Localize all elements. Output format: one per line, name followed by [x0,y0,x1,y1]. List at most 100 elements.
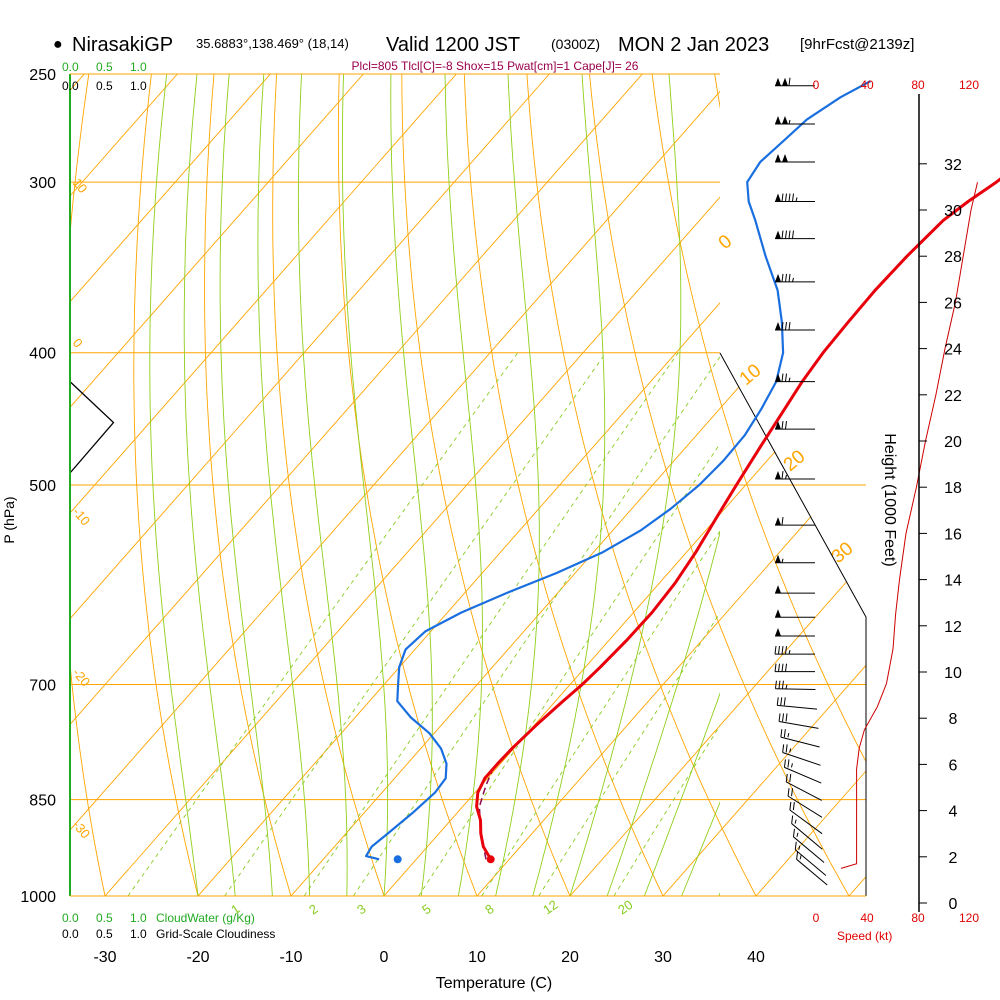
wind-barb [774,680,816,690]
dry-adiabat-line [272,74,385,896]
wind-barb-pennant [775,373,781,382]
wind-barb-feather [788,273,791,282]
station-name: NirasakiGP [72,34,173,56]
cloudiness-tick-top: 1.0 [130,79,147,93]
wind-barb-feather [781,421,784,430]
cloudiness-profile [69,381,115,474]
y-axis-title: P (hPa) [1,496,17,543]
plot-boundary [719,352,867,896]
surface-dewpoint-marker [393,855,402,864]
wind-barb [787,788,823,818]
wind-barb-feather [781,663,784,672]
height-tick-label: 14 [944,573,962,590]
temperature-tick-label: 40 [747,949,765,966]
wind-barb-shaft [796,858,828,886]
wind-barb-half-feather [795,197,798,202]
isotherm-label: 0 [715,231,737,254]
wind-barbs [774,77,828,886]
wind-barb-feather [785,321,787,331]
wind-barb [775,116,815,125]
moist-adiabat-line [149,74,199,896]
speed-tick-bottom: 80 [911,911,925,925]
isotherm-line [70,74,271,896]
wind-barb [775,230,815,240]
mixing-ratio-lines [127,352,720,896]
wind-barb-shaft [787,795,823,818]
dry-adiabat-line [648,74,866,896]
height-tick-label: 24 [944,342,962,359]
cloudwater-tick-bottom: 0.5 [96,911,113,925]
wind-barb-feather [785,193,787,202]
wind-barb-feather [794,841,797,850]
wind-barb-feather [783,729,786,738]
dry-adiabat-labels: 100-10-20-30 [70,175,94,841]
wind-barb-feather [787,759,790,768]
wind-barb-feather [781,321,784,331]
height-tick-label: 8 [949,711,958,728]
wind-barb-feather [796,851,799,860]
forecast-date: MON 2 Jan 2023 [618,34,769,56]
isotherm-line [662,74,866,896]
height-tick-label: 30 [944,203,962,220]
wind-barb-pennant [782,116,788,125]
x-axis-title: Temperature (C) [436,975,552,992]
wind-speed-profile [840,182,978,869]
height-tick-label: 22 [944,388,962,405]
isotherm-label: 30 [828,538,858,568]
wind-barb-feather [785,273,787,282]
wind-barb-half-feather [788,119,791,125]
wind-barb-pennant [775,471,781,480]
wind-barb-shaft [786,781,822,801]
height-tick-label: 16 [944,526,962,543]
height-tick-label: 10 [944,665,962,682]
wind-barb-shaft [794,849,827,876]
wind-barb-shaft [784,766,822,784]
wind-barb-shaft [777,704,818,710]
speed-axis-title: Speed (kt) [837,929,892,943]
wind-barb-feather [785,663,787,672]
cloudiness-tick-top: 0.5 [96,79,113,93]
wind-barb-pennant [775,421,781,430]
wind-barb-feather [792,230,794,239]
mixing-ratio-line [418,443,720,896]
mixing-ratio-label: 8 [482,901,497,917]
cloudwater-tick-top: 0.0 [62,60,79,74]
wind-barb-feather [781,273,784,282]
cloudwater-tick-bottom: 0.0 [62,911,79,925]
wind-barb [775,77,815,87]
mixing-ratio-line [481,530,720,896]
station-bullet: ● [53,36,63,53]
surface-temperature-marker [486,855,495,864]
wind-barb-feather [787,788,790,797]
temperature-tick-label: -10 [279,949,302,966]
wind-barb [796,851,828,886]
dewpoint-profile [365,80,872,861]
wind-barb-feather [778,713,781,722]
wind-barb [789,801,823,835]
wind-barb-half-feather [788,377,791,382]
wind-barb-feather [792,828,795,837]
wind-barb-half-feather [792,277,794,283]
mixing-ratio-line [538,611,720,896]
wind-barb-feather [785,744,788,753]
wind-barb-feather [788,321,791,331]
wind-barb-feather [778,646,780,655]
isotherm-line [70,74,643,896]
wind-barb-half-feather [787,733,790,738]
mixing-ratio-line [303,352,679,896]
wind-barb-feather [785,713,788,722]
wind-barb [775,421,815,430]
sounding-profiles [365,80,1000,864]
moist-adiabat-line [257,74,311,896]
wind-barb-half-feather [798,845,801,850]
cloudwater-axis-title: CloudWater (g/Kg) [156,911,255,925]
wind-barb-feather [781,470,784,480]
wind-barb [780,729,820,748]
wind-barb-pennant [775,230,781,239]
dry-adiabat-line [133,74,199,896]
dry-adiabat-line [586,74,850,896]
wind-barb-half-feather [785,684,788,689]
wind-barb-feather [780,697,783,706]
wind-barb-shaft [789,809,823,835]
moist-adiabat-line [183,74,236,896]
